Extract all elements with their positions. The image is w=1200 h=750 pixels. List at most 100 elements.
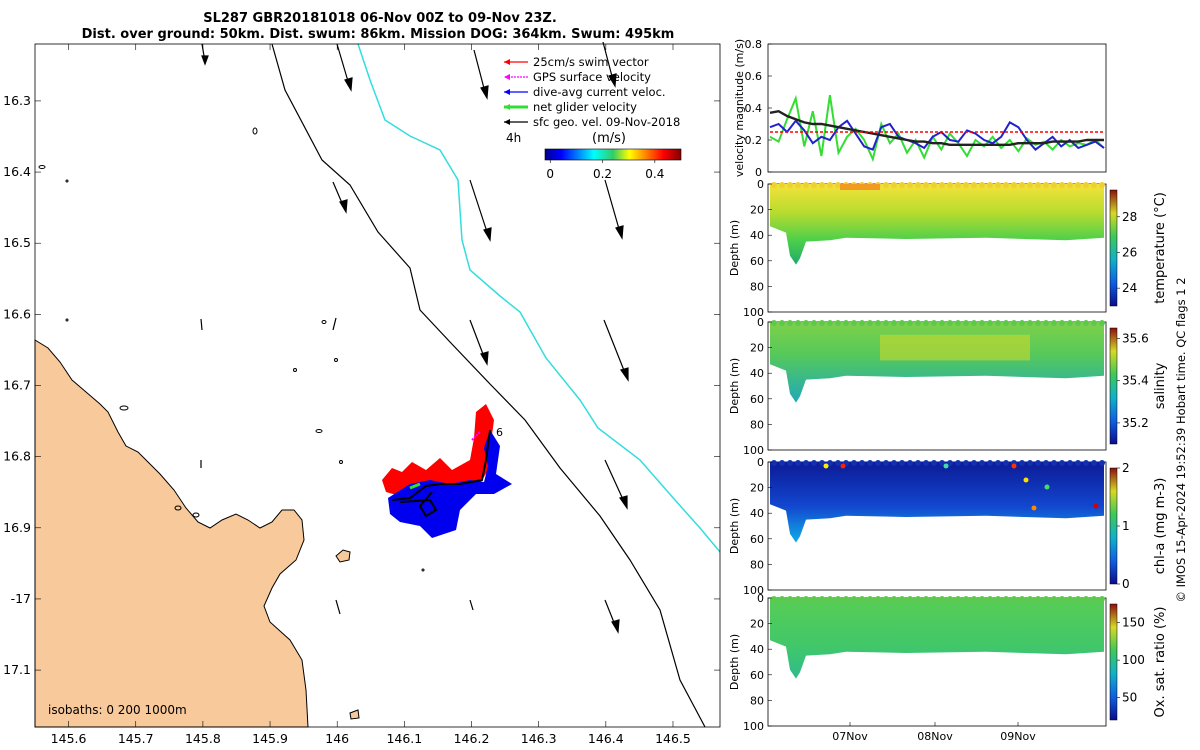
salinity-surface-dot bbox=[771, 320, 777, 326]
oxygen-section bbox=[770, 598, 1104, 679]
chla-high-dot bbox=[840, 463, 846, 469]
oxygen-surface-dot bbox=[1067, 596, 1073, 602]
salinity-surface-dot bbox=[987, 320, 993, 326]
salinity-surface-dot bbox=[779, 320, 785, 326]
map-ytick-label-2: 16.5 bbox=[3, 235, 31, 250]
map-xtick-label-5: 146.1 bbox=[386, 731, 422, 746]
legend-arrowhead-2 bbox=[504, 89, 510, 95]
salinity-surface-dot bbox=[979, 320, 985, 326]
island-south bbox=[335, 549, 351, 563]
temperature-surface-dot bbox=[1011, 182, 1017, 188]
salinity-surface-dot bbox=[1051, 320, 1057, 326]
salinity-ytick-label-4: 80 bbox=[750, 418, 764, 431]
salinity-ytick-label-3: 60 bbox=[750, 393, 764, 406]
oxygen-surface-dot bbox=[1083, 596, 1089, 602]
colorbar-title: (m/s) bbox=[592, 131, 626, 146]
oxygen-surface-dot bbox=[779, 596, 785, 602]
chla-surface-dot bbox=[827, 460, 833, 466]
legend-label-3: net glider velocity bbox=[533, 100, 637, 114]
temperature-surface-dot bbox=[811, 182, 817, 188]
oxygen-cbar-tick-label-2: 150 bbox=[1122, 616, 1145, 630]
chla-surface-dot bbox=[891, 460, 897, 466]
legend-label-4: sfc geo. vel. 09-Nov-2018 bbox=[533, 115, 680, 129]
map-xtick-label-8: 146.4 bbox=[588, 731, 624, 746]
oxygen-surface-dot bbox=[1043, 596, 1049, 602]
chla-cbar-tick-label-2: 2 bbox=[1122, 461, 1130, 475]
chla-surface-dot bbox=[907, 460, 913, 466]
isobath-200m bbox=[357, 43, 721, 553]
salinity-cbar-tick-label-1: 35.4 bbox=[1122, 374, 1149, 388]
temperature-surface-dot bbox=[1051, 182, 1057, 188]
temperature-surface-dot bbox=[955, 182, 961, 188]
isobath-legend: isobaths: 0 200 1000m bbox=[48, 703, 187, 717]
speed-colorbar-ticks: 0 0.2 0.4 bbox=[546, 160, 664, 181]
small-islands bbox=[38, 127, 425, 572]
chla-surface-dot bbox=[1003, 460, 1009, 466]
oxygen-surface-dot bbox=[1059, 596, 1065, 602]
oxygen-surface-dot bbox=[955, 596, 961, 602]
velocity-ylabel: velocity magnitude (m/s) bbox=[733, 39, 746, 177]
land-mass bbox=[34, 339, 309, 728]
salinity-surface-dot bbox=[883, 320, 889, 326]
temperature-surface-dot bbox=[971, 182, 977, 188]
chla-high-dot bbox=[823, 463, 829, 469]
temperature-ytick-label-2: 40 bbox=[750, 229, 764, 242]
chla-high-dot bbox=[1044, 484, 1050, 490]
salinity-surface-dot bbox=[1019, 320, 1025, 326]
time-tick-label-2: 09Nov bbox=[1000, 730, 1036, 743]
map-ytick-label-3: 16.6 bbox=[3, 306, 31, 321]
temperature-surface-dot bbox=[1035, 182, 1041, 188]
chla-surface-dot bbox=[883, 460, 889, 466]
map-xtick-label-6: 146.2 bbox=[454, 731, 490, 746]
sfc-geo-velocity-vectors bbox=[200, 41, 629, 634]
oxygen-surface-dot bbox=[843, 596, 849, 602]
velocity-axes-box bbox=[767, 43, 1107, 173]
salinity-surface-dot bbox=[803, 320, 809, 326]
temperature-surface-dot bbox=[819, 182, 825, 188]
map-ytick-label-4: 16.7 bbox=[3, 378, 31, 393]
salinity-surface-dot bbox=[915, 320, 921, 326]
salinity-surface-dot bbox=[851, 320, 857, 326]
salinity-surface-dot bbox=[931, 320, 937, 326]
oxygen-ytick-label-5: 100 bbox=[743, 720, 764, 733]
temperature-surface-dot bbox=[907, 182, 913, 188]
temperature-surface-dot bbox=[883, 182, 889, 188]
chla-surface-dot bbox=[771, 460, 777, 466]
salinity-surface-dot bbox=[875, 320, 881, 326]
temperature-surface-dot bbox=[891, 182, 897, 188]
salinity-surface-dot bbox=[1035, 320, 1041, 326]
map-xtick-label-1: 145.7 bbox=[118, 731, 154, 746]
chla-surface-dot bbox=[867, 460, 873, 466]
temperature-surface-dot bbox=[787, 182, 793, 188]
temperature-surface-dot bbox=[1019, 182, 1025, 188]
oxygen-colorbar-label: Ox. sat. ratio (%) bbox=[1153, 607, 1168, 718]
chla-high-dot bbox=[943, 463, 949, 469]
title-line-1: SL287 GBR20181018 06-Nov 00Z to 09-Nov 2… bbox=[203, 11, 557, 26]
temperature-ytick-label-4: 80 bbox=[750, 280, 764, 293]
time-tick-label-1: 08Nov bbox=[917, 730, 953, 743]
chla-surface-dot bbox=[979, 460, 985, 466]
temperature-surface-dot bbox=[939, 182, 945, 188]
legend-label-1: GPS surface velocity bbox=[533, 70, 651, 84]
temperature-surface-dot bbox=[947, 182, 953, 188]
salinity-surface-dot bbox=[819, 320, 825, 326]
oxygen-surface-dot bbox=[883, 596, 889, 602]
salinity-surface-dot bbox=[1067, 320, 1073, 326]
salinity-surface-dot bbox=[971, 320, 977, 326]
gps-surface-velocity-magenta bbox=[471, 431, 481, 441]
map-xtick-label-2: 145.8 bbox=[185, 731, 221, 746]
oxygen-surface-dot bbox=[891, 596, 897, 602]
oxygen-surface-dot bbox=[1091, 596, 1097, 602]
salinity-cbar-tick-label-0: 35.2 bbox=[1122, 416, 1149, 430]
temperature-surface-dot bbox=[987, 182, 993, 188]
oxygen-surface-dot bbox=[819, 596, 825, 602]
temperature-surface-dot bbox=[779, 182, 785, 188]
salinity-surface-dot bbox=[1011, 320, 1017, 326]
oxygen-surface-dot bbox=[907, 596, 913, 602]
chla-colorbar-label: chl-a (mg m-3) bbox=[1153, 478, 1168, 575]
temperature-surface-dot bbox=[771, 182, 777, 188]
chla-surface-dot bbox=[1059, 460, 1065, 466]
legend-arrowhead-0 bbox=[504, 59, 510, 65]
salinity-surface-dot bbox=[1043, 320, 1049, 326]
